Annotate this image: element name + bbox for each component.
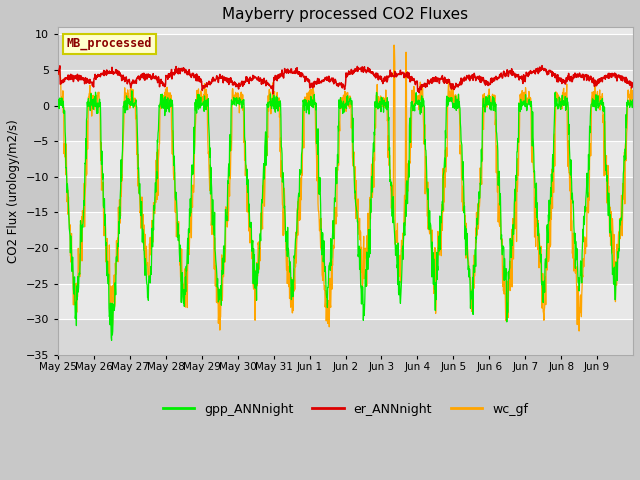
Bar [58,319,633,355]
Bar [58,248,633,284]
Bar [58,35,633,70]
Legend: gpp_ANNnight, er_ANNnight, wc_gf: gpp_ANNnight, er_ANNnight, wc_gf [158,397,533,420]
Text: MB_processed: MB_processed [67,37,152,50]
Y-axis label: CO2 Flux (urology/m2/s): CO2 Flux (urology/m2/s) [7,119,20,263]
Bar [58,106,633,141]
Title: Mayberry processed CO2 Fluxes: Mayberry processed CO2 Fluxes [223,7,468,22]
Bar [58,177,633,212]
